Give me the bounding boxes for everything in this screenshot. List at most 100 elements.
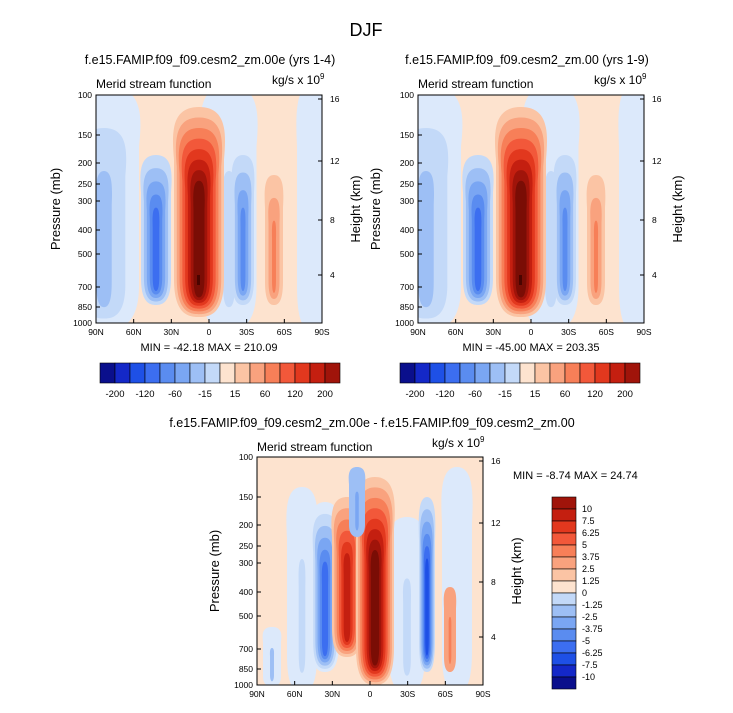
colorbar-box	[551, 568, 577, 582]
x-tick-label: 60N	[448, 327, 464, 337]
y-tick-label: 850	[78, 302, 92, 312]
colorbar-label: 120	[587, 389, 603, 400]
colorbar-box	[159, 362, 176, 384]
y-tick-label: 700	[239, 644, 253, 654]
contour-polar-cell	[296, 95, 322, 323]
y-tick-label: 150	[400, 130, 414, 140]
contour-diff-feature	[321, 561, 329, 657]
colorbar-label: -200	[405, 389, 424, 400]
colorbar-label: -120	[135, 389, 154, 400]
contour-hadley-cell-north	[515, 180, 527, 298]
y-tick-label: 150	[239, 492, 253, 502]
y-tick-label: 100	[400, 90, 414, 100]
colorbar-box	[474, 362, 491, 384]
colorbar-label: -15	[198, 389, 212, 400]
colorbar-label: 200	[617, 389, 633, 400]
units-label: kg/s x 109	[272, 72, 325, 87]
x-tick-label: 30S	[239, 327, 254, 337]
y-tick-label: 850	[239, 664, 253, 674]
y-right-tick-label: 8	[652, 215, 657, 225]
colorbar-label: -10	[582, 672, 595, 682]
contour-peak-max	[197, 275, 200, 285]
colorbar-label: -2.5	[582, 612, 598, 622]
y-tick-label: 250	[78, 179, 92, 189]
x-tick-label: 90S	[636, 327, 651, 337]
colorbar-panel-1: -200 -120 -60 -15 15 60 120 200	[99, 362, 341, 400]
colorbar-box	[551, 604, 577, 618]
colorbar-box	[279, 362, 296, 384]
colorbar-label: 10	[582, 504, 592, 514]
colorbar-label: -7.5	[582, 660, 598, 670]
colorbar-label: -60	[468, 389, 482, 400]
colorbar-box	[551, 556, 577, 570]
x-tick-label: 0	[207, 327, 212, 337]
contour-diff-feature	[425, 558, 429, 656]
colorbar-box	[551, 640, 577, 654]
y-tick-label: 700	[78, 282, 92, 292]
colorbar-box	[429, 362, 446, 384]
contour-plot-area	[96, 95, 322, 323]
contour-plot-area	[418, 95, 644, 323]
y-axis-label: Pressure (mb)	[48, 168, 63, 250]
colorbar-label: -5	[582, 636, 590, 646]
y-right-tick-label: 4	[330, 270, 335, 280]
x-tick-label: 60S	[438, 689, 453, 699]
contour-diff-feature	[370, 550, 380, 666]
panel-1: f.e15.FAMIP.f09_f09.cesm2_zm.00e (yrs 1-…	[48, 53, 363, 354]
contour-diff-feature	[343, 553, 351, 643]
contour-northern-cell	[418, 170, 435, 308]
contour-ferrel-cell-south	[240, 207, 246, 291]
contour-hadley-cell-south	[474, 207, 482, 291]
colorbar-label: 200	[317, 389, 333, 400]
colorbar-label: 2.5	[582, 564, 595, 574]
min-max-stats: MIN = -8.74 MAX = 24.74	[513, 470, 638, 482]
panel-title: f.e15.FAMIP.f09_f09.cesm2_zm.00e - f.e15…	[169, 416, 574, 430]
y-tick-label: 400	[239, 587, 253, 597]
y-right-tick-label: 12	[652, 156, 662, 166]
colorbar-panel-2: -200 -120 -60 -15 15 60 120 200	[399, 362, 641, 400]
colorbar-label: -120	[435, 389, 454, 400]
colorbar-box	[264, 362, 281, 384]
colorbar-label: 15	[530, 389, 541, 400]
colorbar-label: 5	[582, 540, 587, 550]
colorbar-label: 1.25	[582, 576, 600, 586]
contour-ferrel-cell-north	[271, 220, 277, 293]
y-tick-label: 300	[78, 196, 92, 206]
colorbar-label: -200	[105, 389, 124, 400]
colorbar-box	[489, 362, 506, 384]
y-right-tick-label: 16	[330, 94, 340, 104]
colorbar-box	[444, 362, 461, 384]
colorbar-box	[174, 362, 191, 384]
colorbar-box	[624, 362, 641, 384]
y-axis-right-label: Height (km)	[670, 175, 685, 242]
colorbar-box	[594, 362, 611, 384]
x-tick-label: 60S	[599, 327, 614, 337]
contour-diff-feature	[355, 491, 359, 531]
colorbar-box	[189, 362, 206, 384]
contour-polar-cell	[618, 95, 644, 323]
colorbar-box	[519, 362, 536, 384]
colorbar-box	[564, 362, 581, 384]
y-tick-label: 250	[400, 179, 414, 189]
y-right-tick-label: 12	[491, 518, 501, 528]
y-right-tick-label: 12	[330, 156, 340, 166]
colorbar-box	[534, 362, 551, 384]
panel-title: f.e15.FAMIP.f09_f09.cesm2_zm.00e (yrs 1-…	[85, 53, 336, 67]
colorbar-label: 3.75	[582, 552, 600, 562]
x-tick-label: 0	[368, 689, 373, 699]
min-max-stats: MIN = -42.18 MAX = 210.09	[141, 342, 278, 354]
variable-label: Merid stream function	[418, 77, 533, 91]
y-tick-label: 300	[239, 558, 253, 568]
contour-plot-area	[257, 457, 483, 685]
colorbar-box	[551, 544, 577, 558]
colorbar-box	[399, 362, 416, 384]
y-right-tick-label: 4	[491, 632, 496, 642]
figure-title: DJF	[350, 20, 383, 40]
x-tick-label: 90S	[314, 327, 329, 337]
colorbar-label: 60	[260, 389, 271, 400]
x-tick-label: 30N	[164, 327, 180, 337]
contour-hadley-cell-south	[152, 207, 160, 291]
colorbar-label: 7.5	[582, 516, 595, 526]
y-tick-label: 500	[239, 611, 253, 621]
